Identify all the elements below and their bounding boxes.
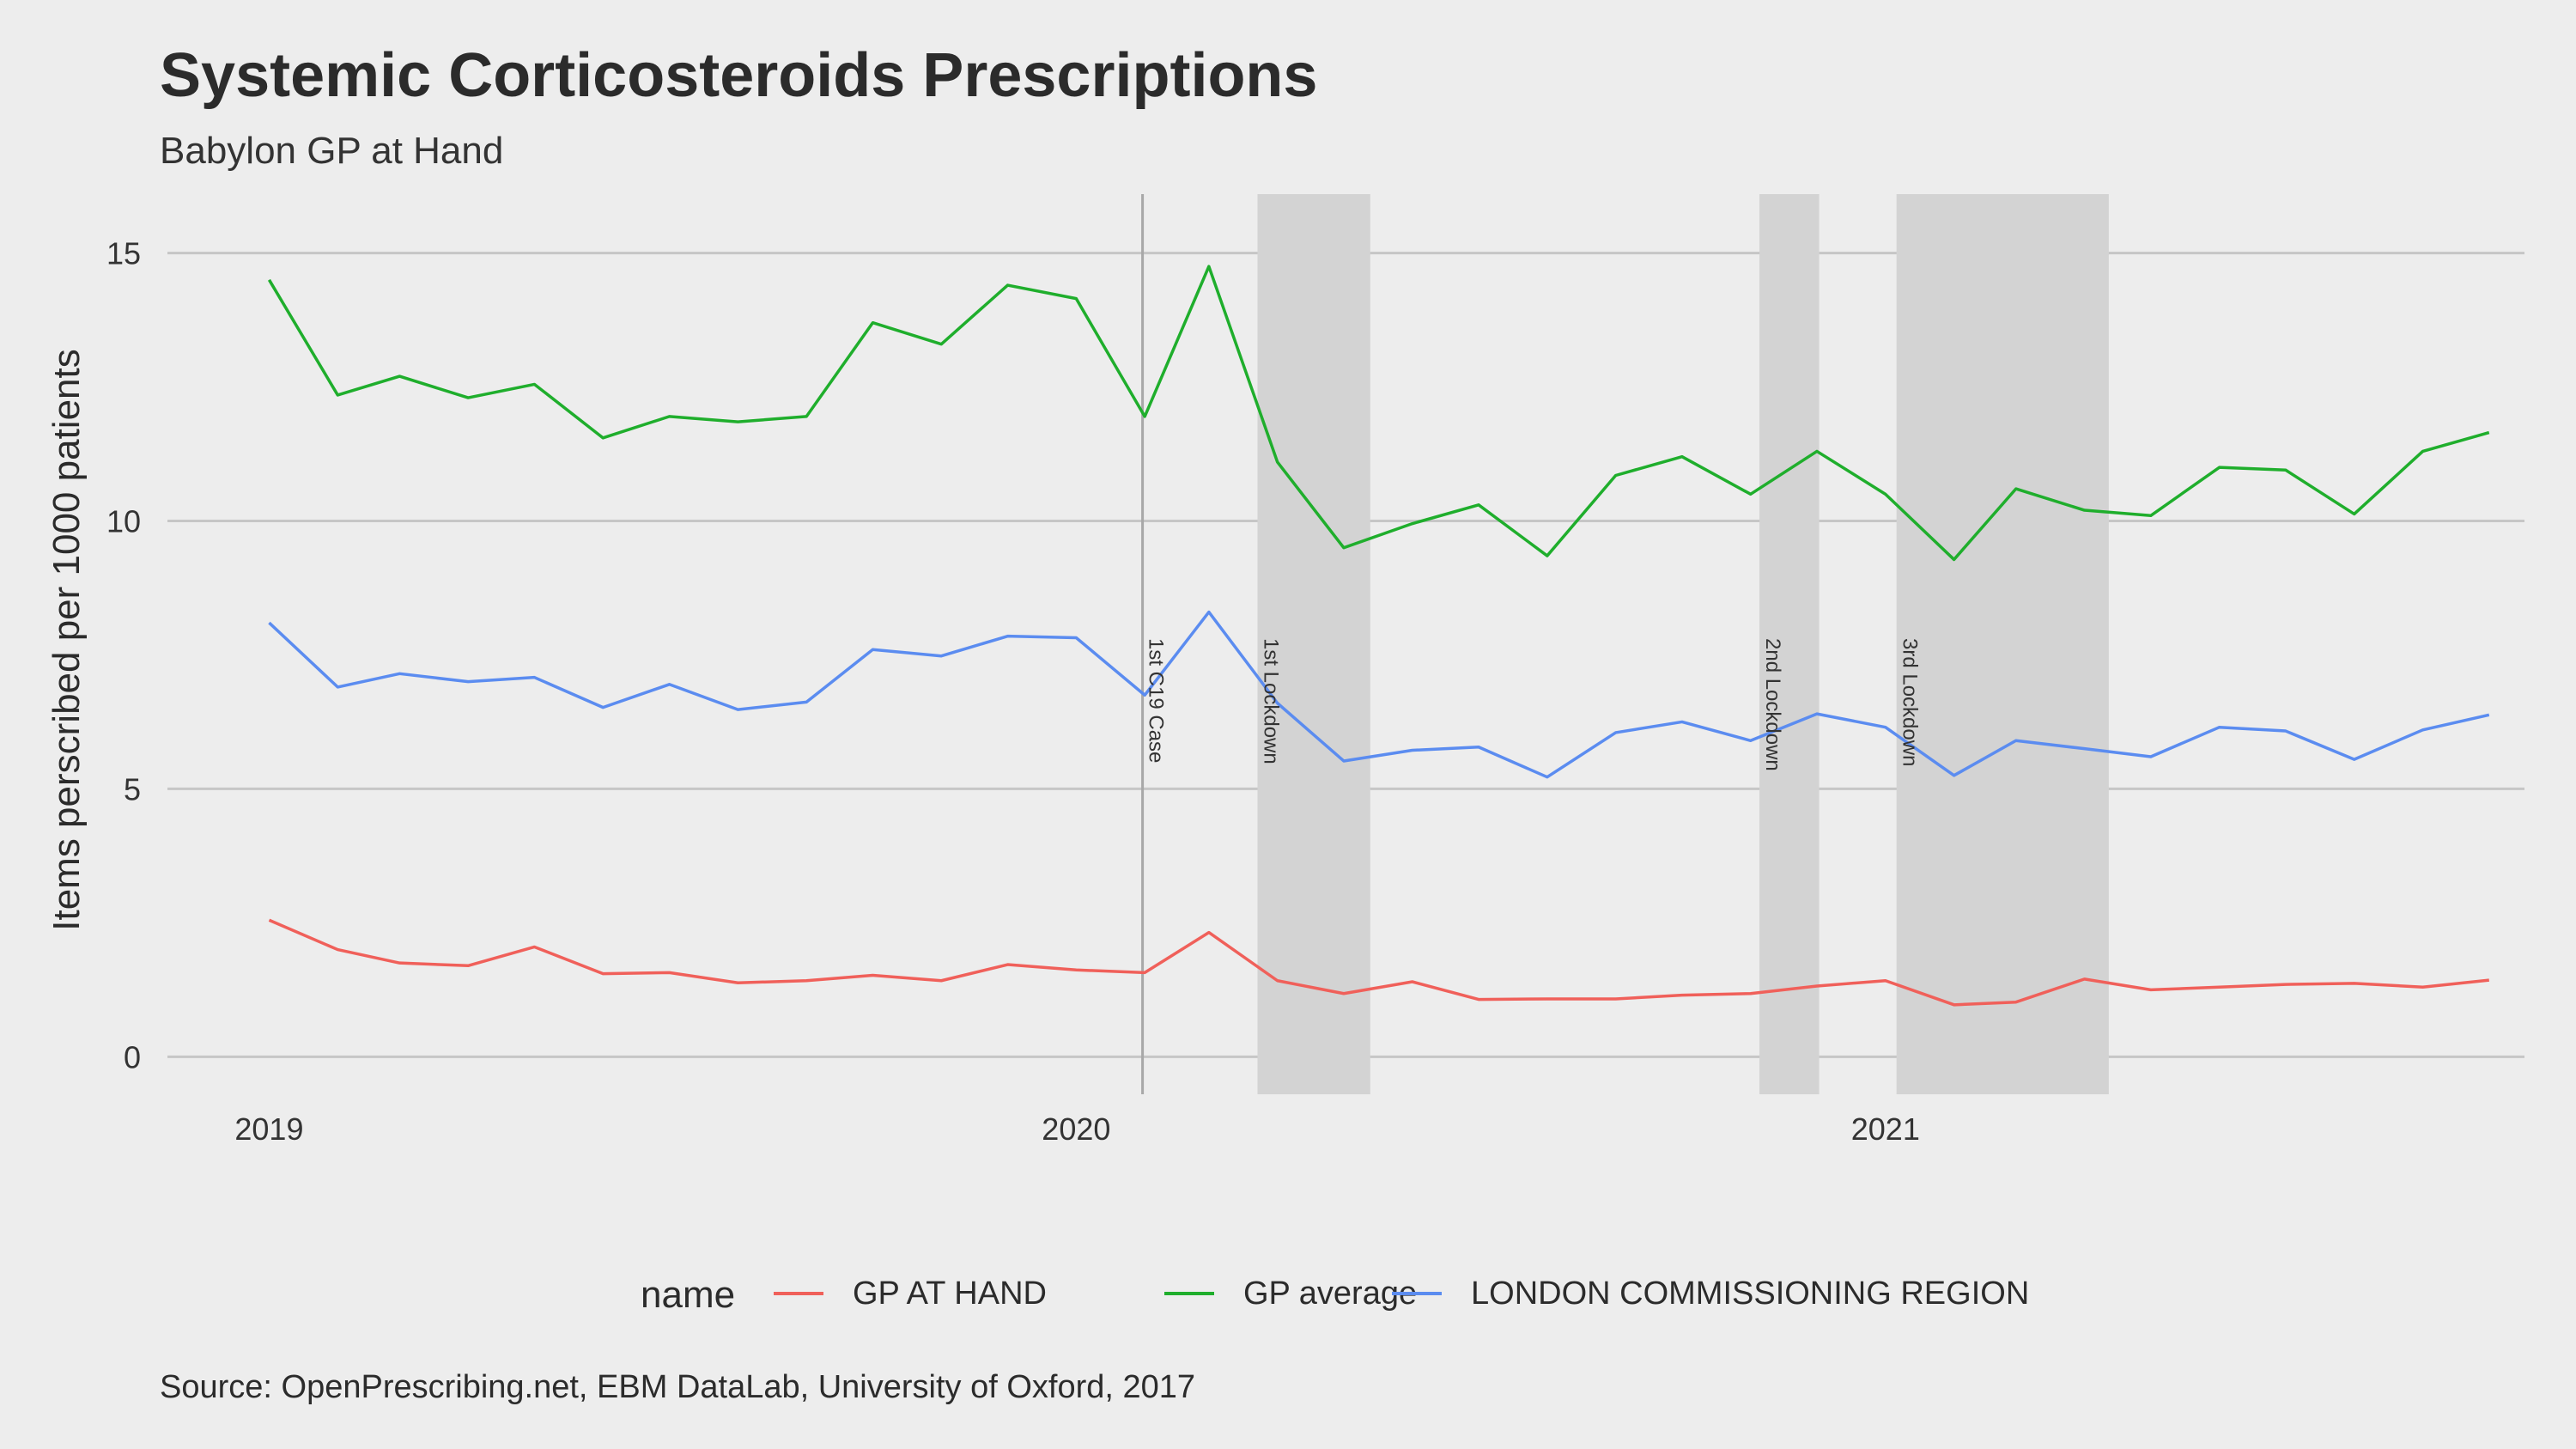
chart-title: Systemic Corticosteroids Prescriptions [160,41,1317,110]
x-tick-label: 2019 [234,1111,303,1147]
plot-area: 0 5 10 15 2019 2020 2021 1st C19 Case 1st Lockdo… [106,194,2524,1147]
event-label: 1st Lockdown [1259,638,1282,764]
event-label: 2nd Lockdown [1761,638,1784,771]
series-line [268,610,2490,779]
legend-label: GP average [1243,1275,1417,1312]
y-tick-label: 10 [106,504,141,539]
event-label: 3rd Lockdown [1899,638,1922,766]
series-line [267,265,2490,562]
chart-caption: Source: OpenPrescribing.net, EBM DataLab… [160,1369,1195,1405]
y-tick-label: 0 [124,1039,141,1075]
legend: name GP AT HAND GP average LONDON COMMISSIO… [641,1274,2029,1316]
y-axis-label: Items perscribed per 1000 patients [46,349,88,931]
y-tick-label: 15 [106,236,141,271]
legend-label: GP AT HAND [853,1275,1047,1312]
lockdown-band [1759,194,1820,1094]
series-line [268,918,2489,1007]
legend-label: LONDON COMMISSIONING REGION [1471,1275,2029,1312]
lockdown-band [1896,194,2109,1094]
event-label: 1st C19 Case [1145,638,1168,763]
legend-title: name [641,1274,735,1316]
x-tick-label: 2020 [1042,1111,1110,1147]
lockdown-band [1257,194,1370,1094]
chart-subtitle: Babylon GP at Hand [160,130,503,172]
y-tick-label: 5 [124,771,141,807]
x-tick-label: 2021 [1851,1111,1920,1147]
